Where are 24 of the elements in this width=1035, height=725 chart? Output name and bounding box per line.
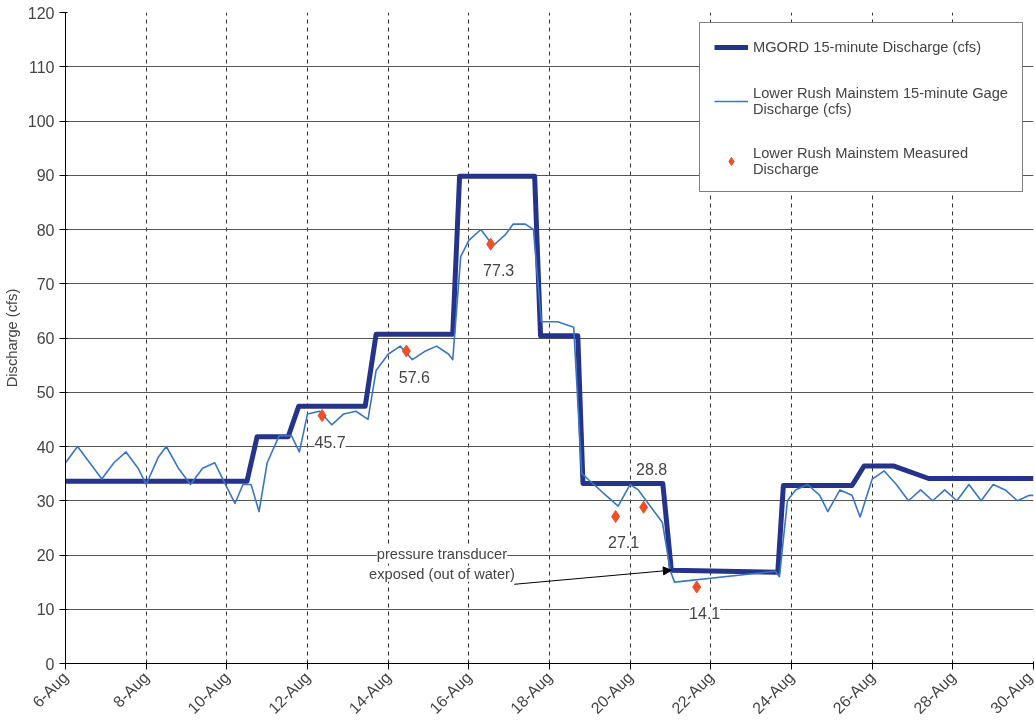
data-label: 77.3	[483, 262, 515, 280]
data-label: 14.1	[689, 605, 721, 623]
y-tick-label: 40	[36, 438, 55, 456]
annotation: pressure transducer exposed (out of water)	[369, 545, 515, 582]
data-label: 28.8	[636, 461, 668, 479]
y-tick-label: 20	[36, 547, 55, 564]
y-tick-label: 120	[27, 4, 55, 22]
y-tick-label: 100	[27, 113, 55, 130]
y-tick-label: 10	[36, 601, 55, 619]
y-tick-label: 60	[36, 330, 55, 347]
data-label: 45.7	[314, 433, 346, 451]
y-tick-label: 30	[36, 492, 55, 510]
y-tick-label: 70	[36, 275, 55, 293]
y-tick-label: 110	[28, 58, 55, 76]
data-label: 27.1	[608, 534, 640, 552]
y-tick-label: 50	[36, 384, 55, 402]
legend-label: Lower Rush Mainstem 15-minute Gage Discharge (cfs)	[753, 85, 1008, 117]
y-tick-label: 80	[36, 221, 55, 239]
legend-label: MGORD 15-minute Discharge (cfs)	[753, 39, 982, 55]
legend-label: Lower Rush Mainstem Measured Discharge	[753, 145, 969, 177]
y-axis-title: Discharge (cfs)	[3, 288, 20, 388]
data-label: 57.6	[398, 369, 431, 387]
y-tick-label: 0	[45, 655, 55, 673]
y-tick-label: 90	[36, 167, 55, 185]
